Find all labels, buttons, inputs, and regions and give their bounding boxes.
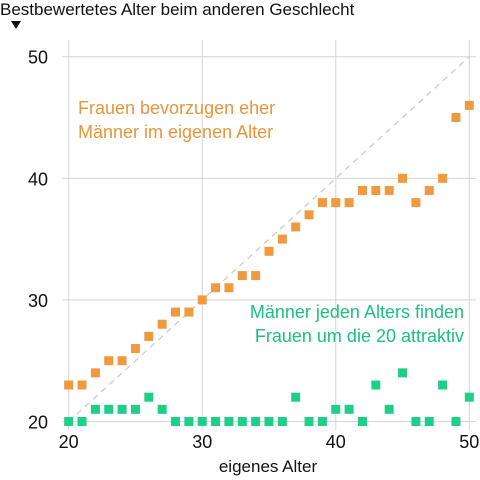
point-series-2-20 (64, 416, 74, 426)
point-series-2-47 (424, 416, 434, 426)
point-series-1-47 (424, 185, 434, 195)
point-series-1-37 (291, 222, 301, 232)
point-series-2-25 (130, 404, 140, 414)
annotation-women-line-2: Männer im eigenen Alter (78, 122, 273, 142)
point-series-1-49 (451, 113, 461, 123)
point-series-2-34 (251, 416, 261, 426)
point-series-2-22 (90, 404, 100, 414)
y-tick-label-40: 40 (28, 169, 48, 189)
point-series-1-46 (411, 198, 421, 208)
point-series-1-43 (371, 185, 381, 195)
y-tick-label-50: 50 (28, 48, 48, 68)
annotations: Frauen bevorzugen eher Männer im eigenen … (78, 98, 464, 346)
point-series-1-20 (64, 380, 74, 390)
point-series-2-39 (317, 416, 327, 426)
point-series-2-45 (398, 368, 408, 378)
point-series-2-40 (331, 404, 341, 414)
point-series-2-27 (157, 404, 167, 414)
y-tick-labels: 20 30 40 50 (28, 48, 48, 433)
point-series-1-22 (90, 368, 100, 378)
point-series-1-48 (438, 173, 448, 183)
point-series-2-21 (77, 416, 87, 426)
point-series-2-46 (411, 416, 421, 426)
point-series-1-40 (331, 198, 341, 208)
annotation-men-line-2: Frauen um die 20 attraktiv (255, 326, 464, 346)
annotation-women-line-1: Frauen bevorzugen eher (78, 98, 275, 118)
x-tick-labels: 20 30 40 50 (59, 432, 480, 452)
point-series-2-41 (344, 404, 354, 414)
point-series-2-36 (277, 416, 287, 426)
y-axis-label: Bestbewertetes Alter beim anderen Geschl… (0, 0, 355, 19)
x-tick-label-20: 20 (59, 432, 79, 452)
point-series-2-24 (117, 404, 127, 414)
point-series-1-36 (277, 234, 287, 244)
point-series-2-30 (197, 416, 207, 426)
point-series-1-34 (251, 271, 261, 281)
grid (62, 40, 476, 430)
data-points (64, 100, 474, 426)
point-series-1-39 (317, 198, 327, 208)
point-series-1-30 (197, 295, 207, 305)
point-series-2-26 (144, 392, 154, 402)
point-series-1-26 (144, 331, 154, 341)
point-series-2-31 (211, 416, 221, 426)
point-series-2-49 (451, 416, 461, 426)
reference-diagonal (68, 56, 470, 422)
point-series-1-45 (398, 173, 408, 183)
point-series-1-21 (77, 380, 87, 390)
point-series-2-35 (264, 416, 274, 426)
point-series-2-37 (291, 392, 301, 402)
point-series-2-48 (438, 380, 448, 390)
point-series-1-24 (117, 356, 127, 366)
point-series-1-29 (184, 307, 194, 317)
point-series-1-27 (157, 319, 167, 329)
point-series-2-38 (304, 416, 314, 426)
point-series-1-25 (130, 344, 140, 354)
x-axis-label: eigenes Alter (219, 457, 318, 476)
point-series-2-44 (384, 404, 394, 414)
point-series-1-33 (237, 271, 247, 281)
point-series-2-50 (464, 392, 474, 402)
point-series-2-33 (237, 416, 247, 426)
point-series-2-42 (357, 416, 367, 426)
point-series-1-42 (357, 185, 367, 195)
point-series-2-23 (104, 404, 114, 414)
point-series-1-41 (344, 198, 354, 208)
x-tick-label-50: 50 (459, 432, 479, 452)
point-series-1-31 (211, 283, 221, 293)
point-series-2-43 (371, 380, 381, 390)
point-series-1-38 (304, 210, 314, 220)
point-series-2-29 (184, 416, 194, 426)
point-series-1-28 (171, 307, 181, 317)
point-series-2-32 (224, 416, 234, 426)
point-series-2-28 (171, 416, 181, 426)
annotation-men-line-1: Männer jeden Alters finden (250, 302, 464, 322)
point-series-1-32 (224, 283, 234, 293)
x-tick-label-30: 30 (192, 432, 212, 452)
x-tick-label-40: 40 (326, 432, 346, 452)
point-series-1-50 (464, 100, 474, 110)
y-axis-arrow-icon (11, 21, 21, 29)
point-series-1-23 (104, 356, 114, 366)
y-tick-label-20: 20 (28, 412, 48, 432)
point-series-1-44 (384, 185, 394, 195)
y-tick-label-30: 30 (28, 291, 48, 311)
point-series-1-35 (264, 246, 274, 256)
